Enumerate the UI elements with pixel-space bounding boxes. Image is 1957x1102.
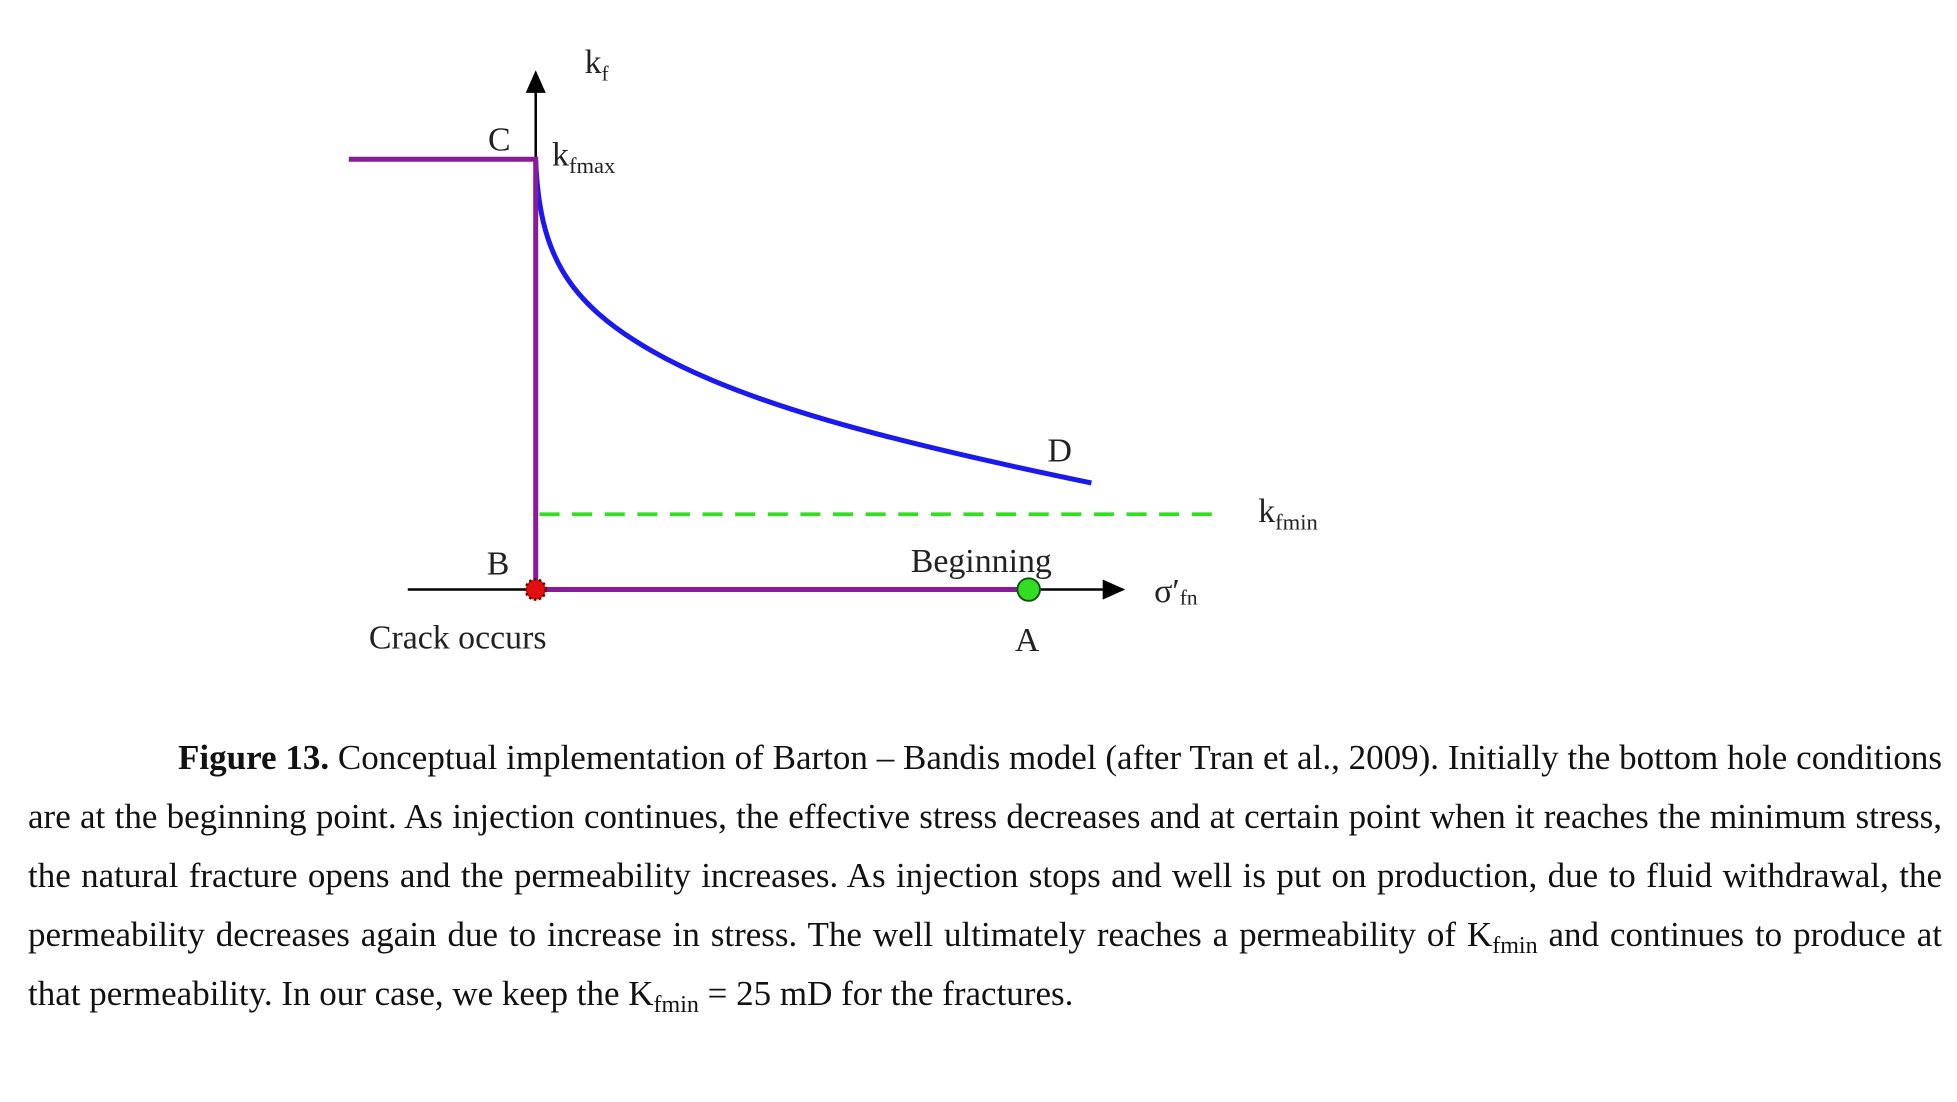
caption-label: Figure 13. <box>178 738 330 777</box>
beginning-point <box>1016 577 1041 602</box>
caption-subscript: fmin <box>653 992 699 1018</box>
figure-caption: Figure 13. Conceptual implementation of … <box>28 728 1942 1023</box>
label-base: σ′ <box>1154 573 1180 610</box>
caption-text: Conceptual implementation of Barton – Ba… <box>28 738 1942 954</box>
diagram: kf C kfmax D kfmin B Beginning σ′fn Crac… <box>348 44 1318 659</box>
loading-path <box>348 156 1029 593</box>
caption-text: = 25 mD for the fractures. <box>698 974 1074 1013</box>
caption-subscript: fmin <box>1492 933 1538 959</box>
label-base: k <box>1258 493 1275 530</box>
caption-text: and continues to produce at that permeab… <box>28 915 1942 1013</box>
unloading-curve <box>533 160 1092 486</box>
crack-point <box>524 578 548 601</box>
point-label: A <box>1015 622 1040 659</box>
point-label: B <box>487 545 510 582</box>
label-sub: fn <box>1180 586 1198 610</box>
label-sub: fmin <box>1275 509 1318 534</box>
kfmax-label: kfmax <box>552 137 615 179</box>
label-base: k <box>585 44 602 81</box>
label-base: k <box>552 137 569 174</box>
label-sub: f <box>602 61 610 85</box>
point-label: D <box>1047 433 1071 470</box>
x-axis-label: σ′fn <box>1154 573 1198 610</box>
label-sub: fmax <box>569 153 615 178</box>
y-axis-label: kf <box>585 44 610 86</box>
kfmin-label: kfmin <box>1258 493 1318 535</box>
crack-label: Crack occurs <box>369 620 547 657</box>
beginning-label: Beginning <box>911 543 1052 580</box>
point-label: C <box>488 122 511 159</box>
